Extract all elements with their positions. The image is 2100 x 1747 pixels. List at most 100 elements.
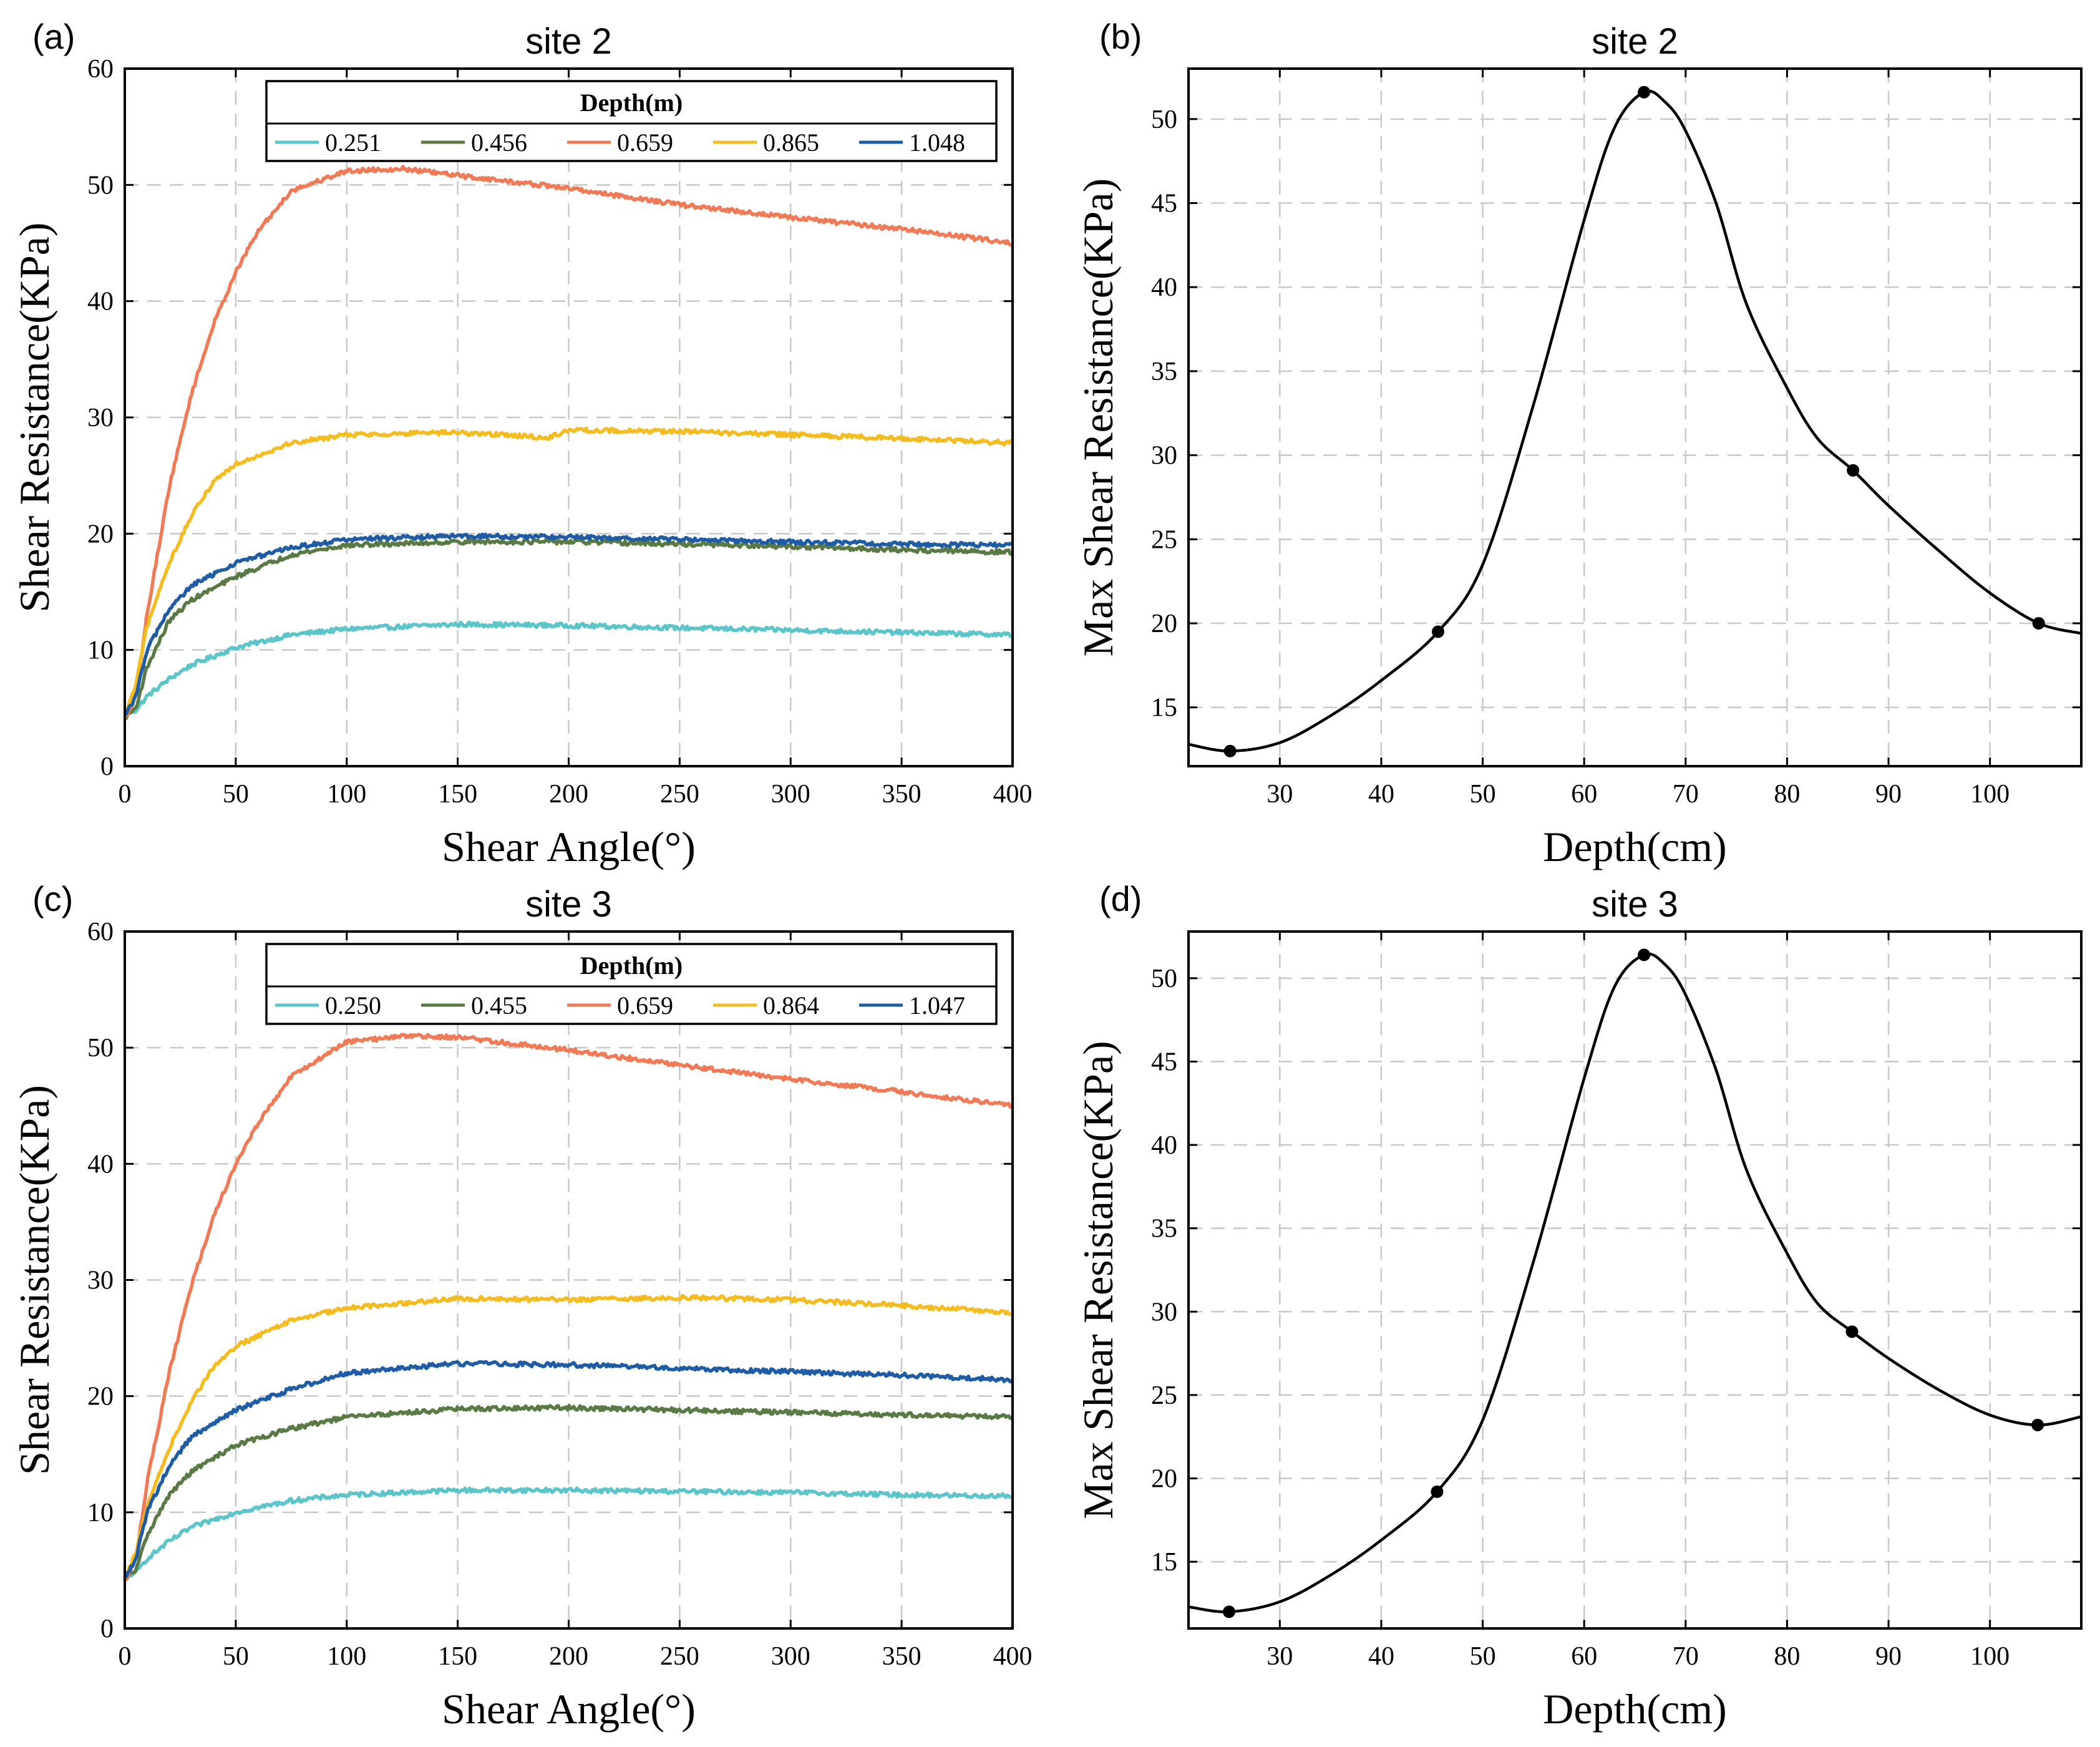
legend-label: 0.865 [763,129,819,157]
x-tick-label: 90 [1875,780,1902,809]
series-line-1.047 [125,1360,1013,1579]
x-tick-label: 100 [327,1642,366,1671]
x-tick-label: 200 [549,780,588,809]
x-tick-label: 0 [119,780,132,809]
x-tick-label: 150 [438,780,477,809]
x-tick-label: 400 [993,1642,1033,1671]
data-point [1845,1325,1859,1338]
x-tick-label: 100 [1970,1642,2010,1671]
x-axis-label: Shear Angle(°) [442,823,696,870]
y-tick-label: 40 [1151,273,1177,302]
x-tick-label: 50 [1470,1642,1496,1671]
x-tick-label: 50 [1470,780,1496,809]
x-tick-label: 70 [1673,780,1699,809]
trend-curve [1189,89,2081,753]
y-tick-label: 35 [1151,1215,1177,1243]
data-point [1431,1485,1444,1498]
y-tick-label: 10 [87,636,114,665]
x-tick-label: 400 [993,780,1033,809]
y-tick-label: 50 [1151,965,1177,993]
series-line-0.456 [125,538,1013,720]
x-tick-label: 50 [223,780,249,809]
x-tick-label: 30 [1266,780,1293,809]
x-axis-label: Depth(cm) [1543,1685,1727,1733]
panel-label: (a) [32,17,75,56]
x-tick-label: 300 [771,780,810,809]
x-tick-label: 80 [1774,780,1800,809]
series-line-0.251 [125,620,1013,717]
y-tick-label: 50 [1151,105,1177,134]
x-tick-label: 40 [1368,780,1394,809]
grid-lines [1189,69,2081,766]
y-tick-label: 60 [87,55,114,84]
x-tick-label: 70 [1673,1642,1699,1671]
legend: Depth(m) 0.250 0.455 0.659 0.864 1.047 [265,943,998,1025]
x-tick-label: 50 [223,1642,249,1671]
panel-label: (c) [32,879,73,918]
x-tick-label: 200 [549,1642,588,1671]
series-line-0.659 [125,1033,1013,1582]
y-axis-label: Max Shear Resistance(KPa) [1074,1041,1122,1519]
chart-title: site 2 [525,21,612,62]
x-tick-label: 350 [882,780,921,809]
legend-label: 0.251 [325,129,381,157]
y-tick-label: 15 [1151,1548,1177,1577]
legend-label: 0.659 [617,129,673,157]
legend-title: Depth(m) [580,951,683,980]
y-tick-label: 30 [1151,442,1177,470]
y-tick-label: 60 [87,918,114,946]
x-tick-label: 350 [882,1642,921,1671]
series-line-0.455 [125,1404,1013,1579]
y-tick-label: 40 [1151,1131,1177,1160]
legend: Depth(m) 0.251 0.456 0.659 0.865 1.048 [265,80,998,162]
x-tick-label: 0 [119,1642,132,1671]
legend-label: 0.864 [763,991,819,1019]
y-axis-label: Shear Resistance(KPa) [11,1085,58,1475]
y-tick-label: 10 [87,1499,114,1527]
grid-lines [125,932,1013,1628]
y-tick-label: 30 [1151,1298,1177,1326]
y-tick-label: 30 [87,404,114,432]
data-point [1847,464,1860,477]
grid-lines [125,69,1013,766]
data-point [1638,85,1651,99]
x-tick-label: 100 [327,780,366,809]
panel-b: (b) site 2 30 40 50 60 70 80 90 100 15 20 25 30 35 40 45… [1074,17,2083,870]
y-tick-label: 45 [1151,190,1177,218]
data-point [1432,625,1445,638]
series-group [125,1033,1013,1582]
chart-title: site 2 [1592,21,1678,62]
panel-c: (c) site 3 0 50 100 150 200 250 300 350 400 0 10 20 30… [11,879,1033,1733]
data-point [1223,744,1237,757]
grid-lines [1189,932,2081,1628]
legend-title: Depth(m) [580,89,683,117]
series-line-1.048 [125,532,1013,717]
plot-frame [124,67,1014,767]
plot-frame [124,930,1014,1630]
x-tick-label: 150 [438,1642,477,1671]
series-line-0.865 [125,426,1013,717]
legend-box [265,943,998,1025]
x-axis-label: Depth(cm) [1543,823,1727,870]
y-axis-label: Max Shear Resistance(KPa) [1074,178,1122,657]
y-tick-label: 25 [1151,1381,1177,1410]
panel-a: (a) site 2 0 50 100 150 200 250 300 350 400 0 10 20 30… [11,17,1033,870]
y-tick-label: 15 [1151,694,1177,723]
chart-title: site 3 [1592,884,1678,925]
panel-d: (d) site 3 30 40 50 60 70 80 90 100 15 20 25 30 35 40 45… [1074,879,2083,1733]
y-tick-label: 50 [87,1034,114,1063]
y-tick-label: 20 [1151,1464,1177,1493]
x-tick-label: 80 [1774,1642,1800,1671]
series-line-0.864 [125,1293,1013,1580]
plot-frame [1187,67,2083,767]
x-tick-label: 60 [1571,780,1597,809]
y-tick-label: 45 [1151,1048,1177,1076]
legend-label: 0.455 [471,991,527,1019]
trend-curve [1189,952,2081,1613]
data-point [2032,617,2045,630]
y-tick-label: 25 [1151,525,1177,554]
series-group [125,165,1013,720]
data-point [2031,1418,2044,1431]
y-tick-label: 40 [87,288,114,316]
plot-frame [1187,930,2083,1630]
